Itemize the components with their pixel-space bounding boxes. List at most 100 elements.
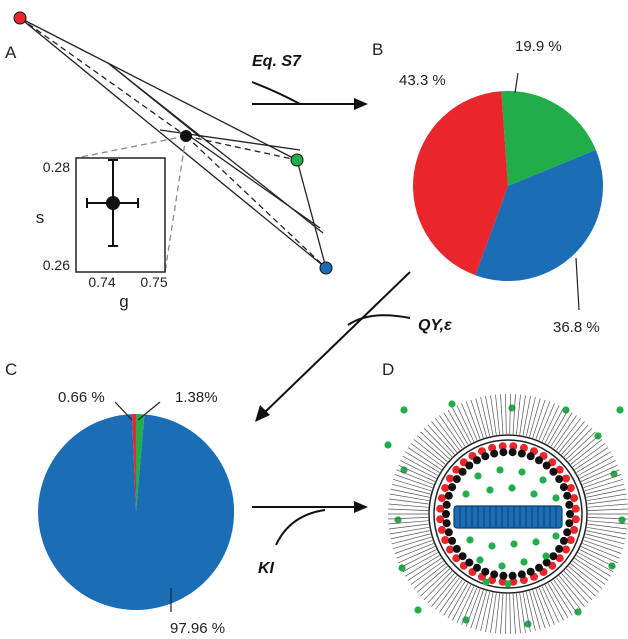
red-bead [570, 525, 579, 534]
black-bead [442, 510, 450, 518]
brush-line [553, 579, 577, 613]
red-bead [452, 554, 461, 563]
inner-green-dot [518, 468, 526, 476]
brush-line [568, 566, 600, 593]
inner-green-dot [476, 556, 484, 564]
brush-line [572, 443, 606, 468]
brush-line [587, 520, 628, 525]
dashed-inset-bottom [164, 135, 187, 273]
brush-line [516, 593, 521, 634]
red-vertex-marker [13, 11, 27, 25]
brush-line [509, 393, 511, 435]
outer-green-dot [616, 406, 624, 414]
brush-line [439, 415, 463, 449]
red-bead [571, 515, 580, 524]
black-bead [563, 491, 572, 500]
dashed-red-point [19, 17, 187, 137]
outer-green-dot [384, 441, 392, 449]
brush-line [410, 560, 444, 585]
brush-line [568, 435, 600, 462]
brush-line [420, 431, 450, 460]
black-bead [490, 449, 499, 458]
brush-line [400, 460, 437, 479]
brush-line [547, 409, 569, 445]
inset-x-axis-label: g [119, 292, 128, 311]
pie-c-slice-blue [38, 414, 235, 611]
brush-line [577, 552, 614, 573]
brush-line [495, 394, 500, 435]
pie-c-slice-green [135, 413, 145, 512]
inner-green-dot [539, 476, 547, 484]
red-bead [441, 536, 450, 544]
leader-c-green [137, 401, 161, 421]
black-bead-ring [442, 448, 574, 580]
brush-line [391, 533, 431, 545]
brush-line [519, 593, 526, 633]
brush-line [556, 577, 581, 610]
red-bead [555, 554, 564, 563]
brush-line [500, 394, 504, 435]
black-bead [559, 536, 568, 545]
outer-green-dot [574, 608, 582, 616]
inset-frame [75, 157, 166, 273]
dashed-projections [19, 17, 327, 273]
red-bead [562, 545, 570, 554]
brush-line [413, 563, 446, 589]
pie-b-slice-green [501, 90, 596, 186]
pie-b-label-blue: 36.8 % [553, 319, 600, 336]
brush-line [423, 428, 453, 458]
inner-green-dot [482, 578, 490, 586]
brush-line [402, 455, 439, 476]
panel-label-c: C [5, 360, 17, 379]
brush-line [532, 589, 546, 629]
brush-line [547, 583, 569, 619]
brush-line [587, 498, 628, 505]
brush-line [461, 587, 478, 625]
brush-line [566, 431, 596, 460]
brush-line [576, 555, 611, 577]
brush-line [402, 552, 439, 573]
brush-line [389, 493, 430, 502]
brush-line [394, 474, 433, 489]
red-bead [441, 484, 450, 492]
brush-line [388, 508, 429, 511]
brush-line [443, 581, 466, 616]
outer-green-dot [394, 516, 402, 524]
brush-line [420, 568, 450, 597]
arrow-a-to-b-label: Eq. S7 [252, 53, 302, 70]
brush-line [587, 508, 628, 511]
brush-line [505, 393, 507, 435]
red-bead [509, 442, 518, 451]
inner-line-2 [107, 62, 201, 138]
phasor-triangle-plot [19, 17, 327, 273]
inner-green-dot [488, 542, 496, 550]
inner-green-dot [520, 558, 528, 566]
outer-green-dot [562, 406, 570, 414]
brush-line [570, 439, 603, 465]
black-bead [565, 500, 574, 509]
brush-line [465, 588, 481, 627]
brush-line [558, 421, 585, 453]
brush-line [580, 546, 618, 564]
brush-line [525, 397, 536, 437]
brush-line [416, 435, 448, 462]
brush-line [443, 412, 466, 447]
brush-line [512, 593, 516, 634]
green-vertex-marker [290, 153, 304, 167]
brush-line [394, 539, 433, 554]
red-bead [437, 494, 446, 503]
brush-line [456, 586, 475, 623]
brush-line [452, 584, 472, 621]
brush-line [541, 586, 560, 623]
central-cylinder [453, 505, 563, 529]
brush-line [405, 451, 440, 473]
brush-line [550, 412, 573, 447]
brush-line [505, 593, 507, 635]
inner-green-dot [510, 540, 518, 548]
black-bead [566, 510, 574, 518]
black-bead [555, 475, 564, 484]
red-bead [436, 504, 445, 513]
brush-line [480, 591, 491, 631]
red-bead [571, 504, 580, 513]
brush-line [572, 560, 606, 585]
